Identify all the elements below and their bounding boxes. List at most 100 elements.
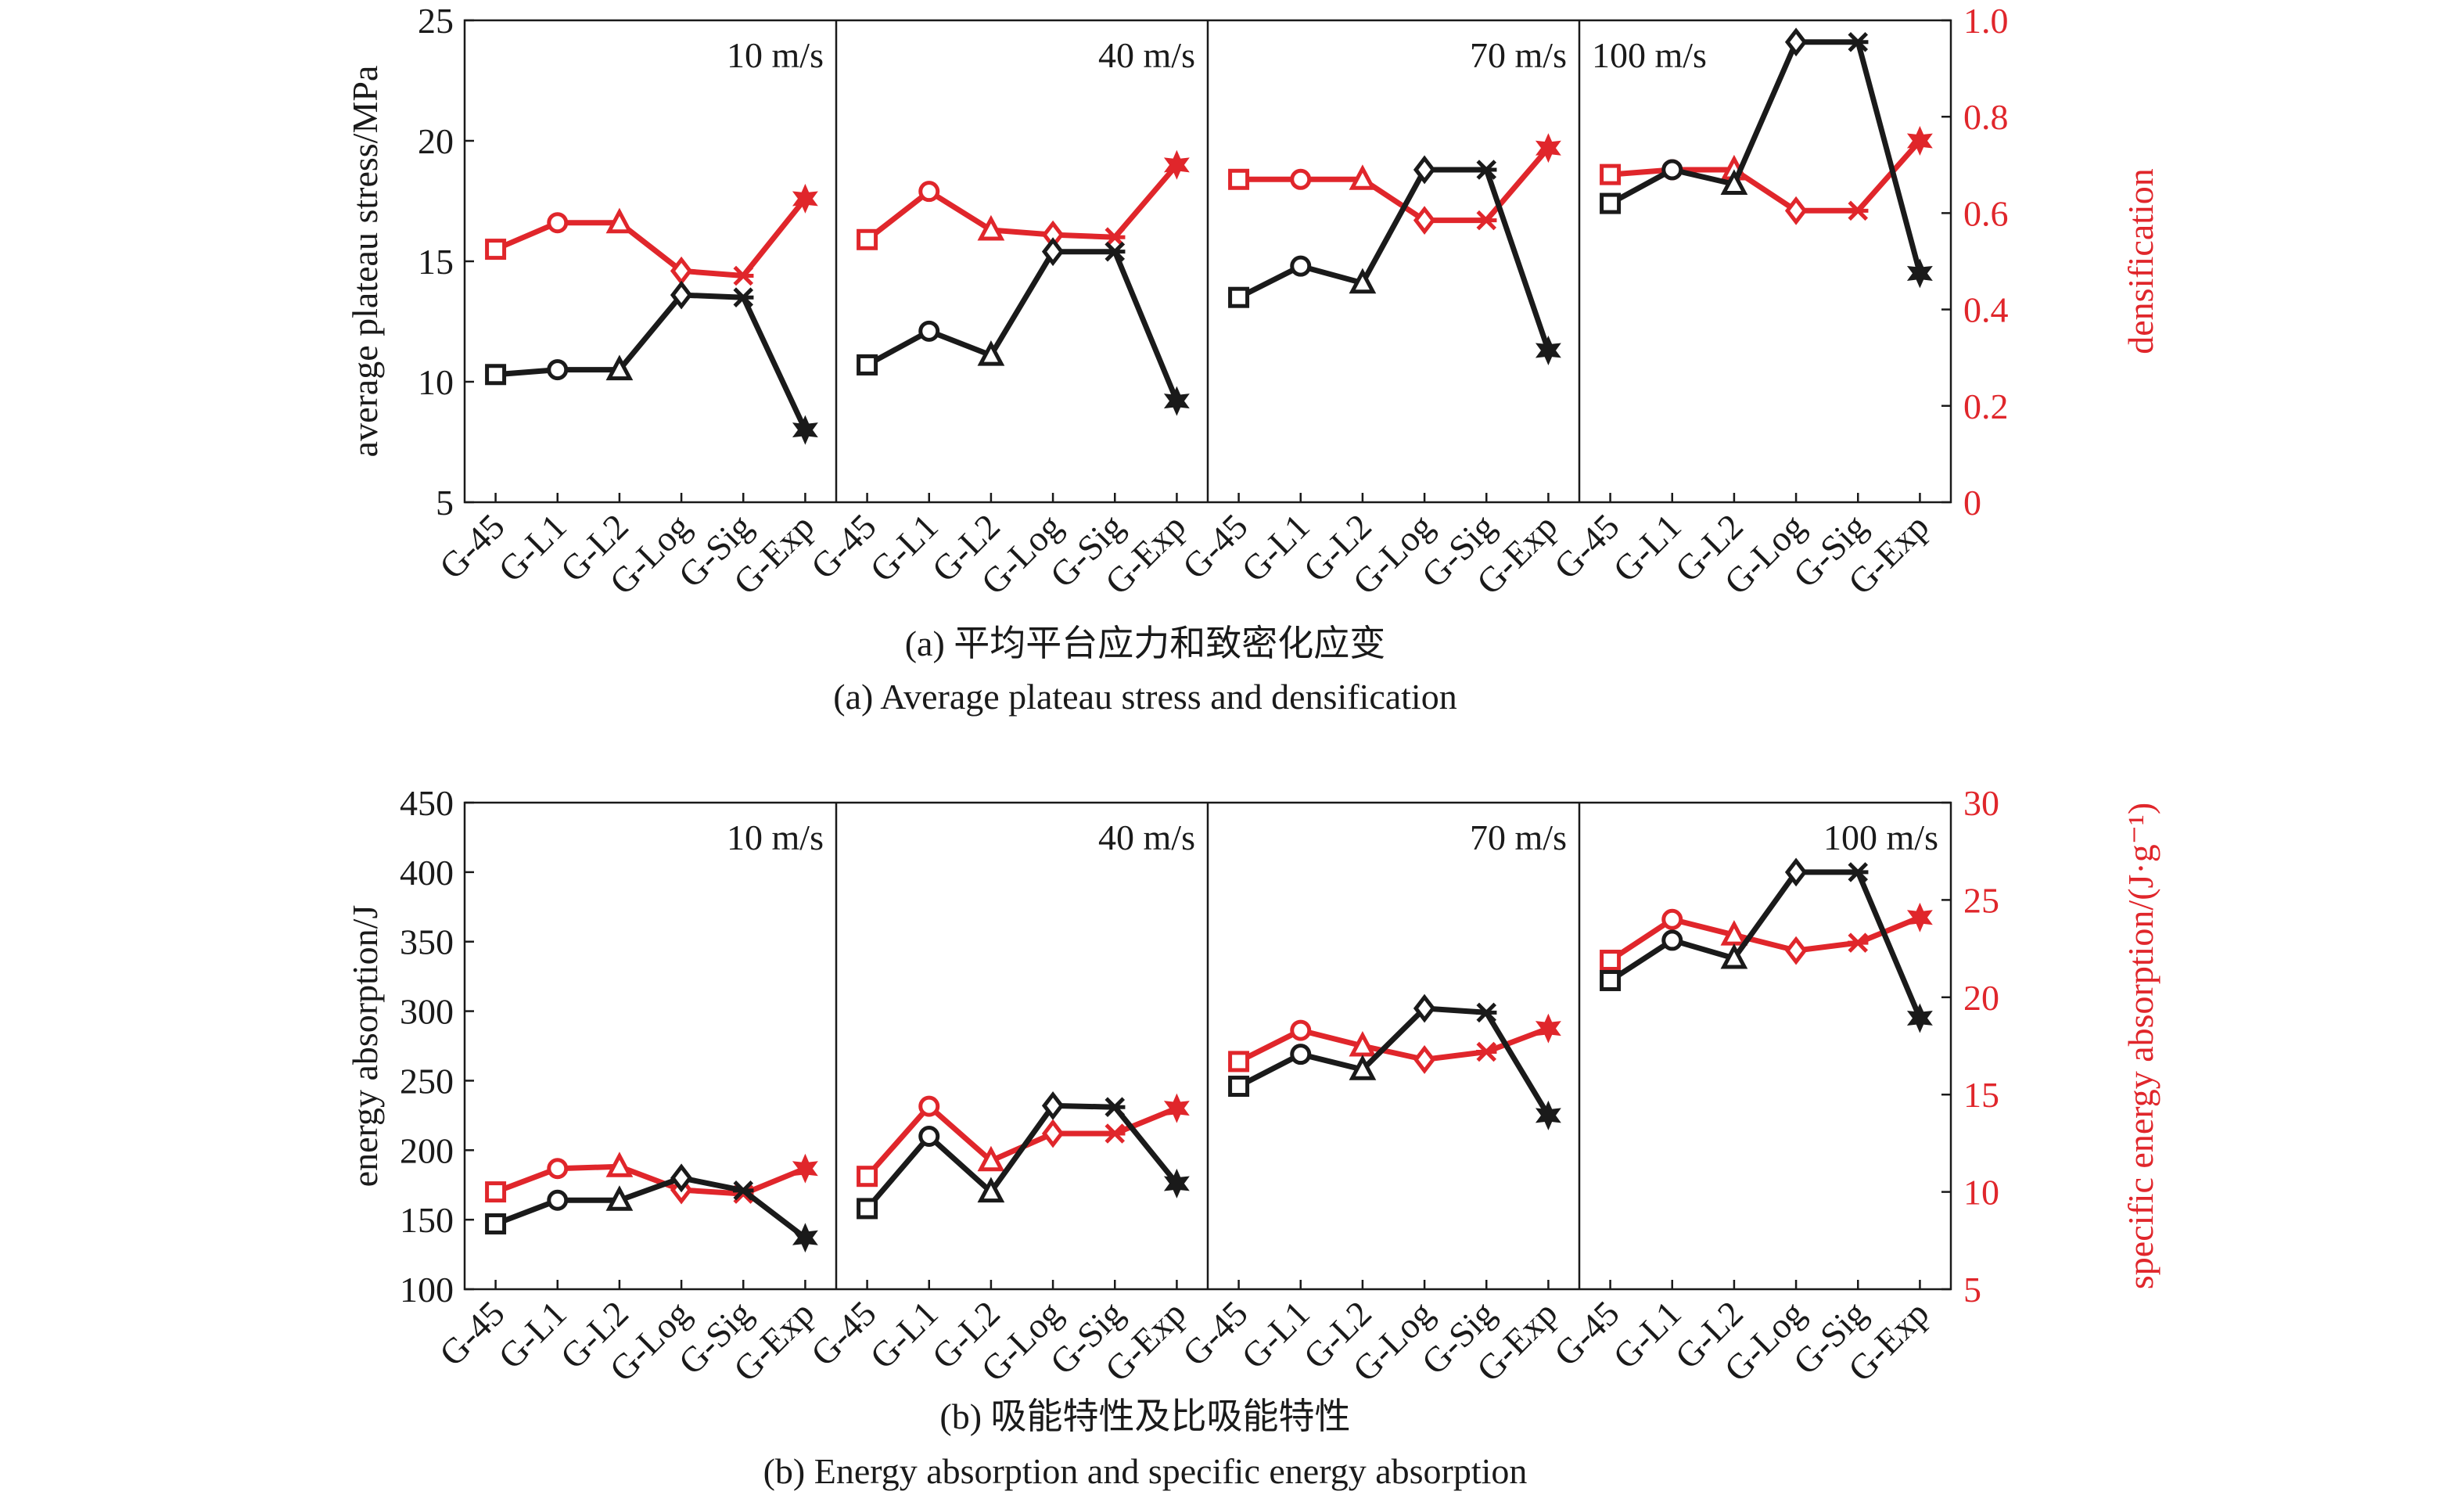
data-point-red-g-sig (1104, 1123, 1126, 1144)
data-point-red-g-l1 (1290, 168, 1312, 190)
series-line-red (1608, 914, 1921, 963)
x-tick-label: G-L1 (490, 1293, 574, 1377)
x-tick-label: G-45 (1546, 506, 1627, 587)
data-point-black-g-sig (1848, 862, 1869, 882)
y-tick-label: 200 (400, 1130, 454, 1170)
data-point-black-g-exp (1906, 258, 1933, 289)
chart-b: 100 150 200 250 300 350 400 450 5 10 15 20 25 30 energ… (345, 783, 2160, 1491)
data-point-black-g-exp (1535, 1100, 1561, 1130)
y-tick-label: 150 (400, 1200, 454, 1240)
data-point-black-g-exp (792, 1223, 818, 1253)
caption-zh: (a) 平均平台应力和致密化应变 (905, 623, 1386, 663)
data-point-black-g-l2 (605, 354, 634, 381)
y-right-tick-label: 20 (1963, 978, 1999, 1018)
y-right-axis-title: specific energy absorption/(J·g⁻¹) (2121, 803, 2160, 1289)
data-point-black-g-45 (1228, 286, 1250, 308)
series-line-black (495, 292, 808, 432)
data-point-red-g-45 (1228, 1051, 1250, 1073)
data-point-black-g-exp (792, 415, 818, 445)
series-line-black (1237, 167, 1551, 352)
x-tick-label: G-L1 (1605, 506, 1689, 590)
data-point-black-g-l1 (1290, 1044, 1312, 1065)
data-point-red-g-sig (1848, 932, 1869, 953)
y-right-tick-label: 5 (1963, 1270, 1981, 1310)
data-point-black-g-l2 (1349, 1055, 1377, 1080)
data-point-black-g-log (1784, 27, 1808, 57)
data-point-black-g-log (1413, 994, 1436, 1023)
data-point-black-g-l2 (605, 1185, 634, 1211)
data-point-red-g-l1 (918, 181, 940, 203)
y-right-tick-label: 25 (1963, 880, 1999, 920)
series-line-black (864, 1102, 1180, 1211)
x-tick-label: G-45 (803, 506, 884, 587)
data-point-black-g-log (1784, 857, 1808, 887)
data-point-black-g-l2 (1720, 169, 1748, 195)
data-point-red-g-sig (1104, 227, 1126, 247)
data-point-red-g-l1 (1290, 1019, 1312, 1041)
data-point-red-g-l1 (1661, 908, 1683, 930)
x-tick-label: G-L1 (490, 506, 574, 590)
data-point-black-g-45 (1228, 1076, 1250, 1098)
y-right-tick-label: 10 (1963, 1173, 1999, 1213)
x-tick-label: G-L1 (1234, 1293, 1317, 1377)
data-point-red-g-exp (1906, 125, 1933, 156)
data-point-black-g-l1 (1661, 159, 1683, 181)
x-tick-label: G-45 (1175, 1293, 1255, 1374)
caption-en: (a) Average plateau stress and densifica… (833, 677, 1456, 717)
data-point-red-g-log (1784, 196, 1808, 225)
y-tick-label: 15 (418, 242, 454, 282)
data-point-red-g-l1 (547, 1158, 569, 1180)
series-line-black (1608, 869, 1923, 1019)
series-line-red (864, 1103, 1178, 1179)
data-point-black-g-sig (1104, 241, 1126, 262)
data-point-red-g-exp (1163, 149, 1190, 180)
x-tick-label: G-45 (803, 1293, 884, 1374)
x-tick-label: G-L1 (1234, 506, 1317, 590)
series-line-red (494, 196, 808, 278)
data-point-red-g-l1 (547, 212, 569, 234)
y-right-tick-label: 0.2 (1963, 386, 2009, 426)
speed-label: 100 m/s (1592, 35, 1707, 75)
data-point-red-g-exp (1535, 1013, 1561, 1044)
data-point-black-g-exp (1535, 336, 1561, 366)
data-point-red-g-exp (792, 183, 818, 214)
data-point-red-g-exp (1906, 902, 1933, 932)
x-tick-label: G-45 (1175, 506, 1255, 587)
data-point-black-g-45 (1600, 969, 1622, 991)
speed-label: 10 m/s (727, 35, 824, 75)
x-tick-label: G-L1 (1605, 1293, 1689, 1377)
x-tick-label: G-L1 (862, 1293, 946, 1377)
y-tick-label: 300 (400, 992, 454, 1032)
speed-label: 40 m/s (1098, 35, 1195, 75)
data-point-red-g-45 (857, 228, 878, 250)
y-tick-label: 250 (400, 1061, 454, 1101)
data-point-black-g-log (1041, 237, 1065, 267)
x-tick-label: G-45 (1546, 1293, 1627, 1374)
series-line-black (865, 249, 1180, 402)
data-point-black-g-sig (1476, 160, 1497, 180)
data-point-red-g-exp (1163, 1093, 1190, 1123)
y-tick-label: 25 (418, 1, 454, 41)
speed-label: 10 m/s (727, 817, 824, 857)
data-point-red-g-l2 (977, 214, 1005, 241)
data-point-black-g-exp (1906, 1003, 1933, 1033)
y-right-tick-label: 0.4 (1963, 290, 2009, 330)
data-point-black-g-l2 (977, 1177, 1005, 1203)
data-point-red-g-l2 (605, 207, 634, 234)
y-axis-title: average plateau stress/MPa (345, 66, 385, 458)
data-point-red-g-45 (485, 239, 507, 261)
series-line-black (1237, 1005, 1551, 1117)
y-tick-label: 400 (400, 853, 454, 893)
series-line-black (1608, 39, 1923, 275)
series-line-red (1237, 1026, 1550, 1065)
speed-label: 40 m/s (1098, 817, 1195, 857)
data-point-black-g-sig (733, 287, 754, 307)
data-point-black-g-log (670, 1163, 693, 1193)
data-point-red-g-exp (1535, 133, 1561, 163)
data-point-black-g-sig (733, 1180, 754, 1201)
